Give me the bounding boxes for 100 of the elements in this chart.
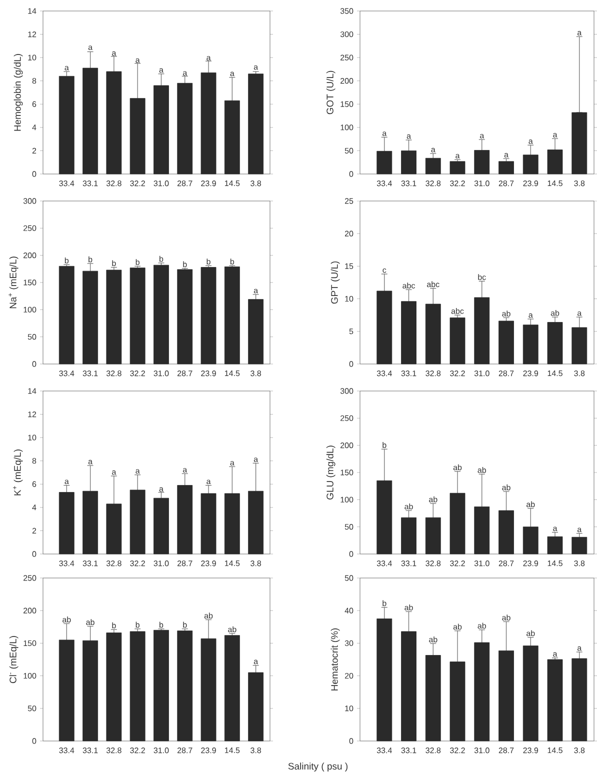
annotation: a [88, 46, 93, 50]
y-tick-label: 250 [340, 54, 354, 60]
annotation: a [553, 652, 558, 657]
x-tick-label: 32.8 [426, 370, 441, 376]
y-tick-label: 50 [28, 706, 36, 712]
y-axis-title: Cl$^{-}$ (mEq/L) [9, 636, 18, 684]
x-tick-label: 28.7 [498, 370, 514, 376]
y-tick-label: 25 [344, 198, 354, 204]
annotation: b [136, 259, 140, 265]
y-tick-label: 14 [28, 8, 36, 14]
annotation: a [159, 68, 164, 73]
y-tick-label: 4 [32, 124, 36, 130]
y-tick-label: 100 [24, 306, 36, 312]
y-tick-label: 0 [349, 361, 354, 367]
y-tick-label: 300 [23, 198, 36, 204]
x-tick-label: 33.4 [59, 180, 74, 186]
x-tick-label: 33.4 [59, 560, 74, 566]
annotation: a [230, 72, 234, 76]
y-axis-title: Hemoglobin (g/dL) [14, 54, 23, 131]
x-tick-label: 33.1 [401, 748, 416, 754]
x-tick-label: 31.0 [474, 180, 490, 186]
y-tick-label: 10 [28, 434, 36, 440]
annotation: ab [526, 630, 535, 636]
y-tick-label: 200 [24, 608, 36, 614]
x-tick-label: 33.4 [59, 370, 74, 376]
y-axis-title: K$^{+}$ (mEq/L) [13, 450, 23, 496]
x-tick-label: 31.0 [154, 560, 169, 566]
x-tick-label: 31.0 [154, 748, 169, 754]
x-tick-label: 14.5 [548, 180, 562, 186]
annotation: ab [502, 484, 510, 490]
annotation: a [577, 31, 582, 36]
x-tick-label: 33.4 [59, 748, 74, 754]
y-tick-label: 0 [349, 171, 354, 177]
x-tick-label: 33.1 [401, 370, 416, 376]
x-tick-label: 32.8 [426, 180, 441, 186]
x-tick-label: 32.2 [130, 748, 145, 754]
y-axis-title: GOT (U/L) [326, 70, 336, 114]
x-tick-label: 33.1 [82, 180, 98, 186]
annotation: a [159, 487, 164, 492]
annotation: a [136, 58, 140, 63]
y-tick-label: 2 [32, 528, 36, 534]
x-tick-label: 14.5 [224, 180, 240, 186]
annotation: ab [62, 616, 71, 622]
x-tick-label: 14.5 [224, 560, 240, 566]
x-axis-title: Salinity ( psu ) [288, 762, 348, 772]
annotation: a [254, 65, 258, 70]
x-tick-label: 33.4 [376, 370, 392, 376]
x-tick-label: 32.2 [450, 748, 465, 754]
annotation: ab [526, 501, 535, 508]
y-tick-label: 250 [340, 415, 354, 421]
annotation: a [577, 311, 582, 316]
x-tick-label: 3.8 [574, 180, 585, 186]
y-tick-label: 5 [349, 328, 354, 334]
x-tick-label: 3.8 [250, 180, 262, 186]
y-tick-label: 6 [32, 481, 36, 487]
annotation: ab [86, 619, 94, 626]
y-tick-label: 40 [344, 608, 354, 614]
annotation: abc [402, 282, 415, 288]
x-tick-label: 32.2 [450, 180, 465, 186]
annotation: a [577, 646, 582, 651]
annotation: b [183, 261, 187, 268]
y-tick-label: 350 [340, 8, 354, 14]
x-tick-label: 14.5 [548, 748, 562, 754]
annotation: b [136, 622, 140, 628]
annotation: ab [429, 636, 438, 642]
x-tick-label: 33.4 [376, 560, 392, 566]
x-tick-label: 32.8 [106, 560, 122, 566]
x-tick-label: 14.5 [224, 748, 240, 754]
annotation: a [456, 154, 460, 158]
y-tick-label: 8 [32, 458, 36, 464]
x-tick-label: 32.8 [106, 748, 122, 754]
x-tick-label: 28.7 [498, 748, 514, 754]
annotation: abc [451, 308, 464, 314]
y-tick-label: 300 [340, 388, 354, 394]
annotation: a [182, 468, 188, 472]
annotation: bc [478, 274, 486, 280]
x-tick-label: 31.0 [154, 370, 169, 376]
x-tick-label: 32.8 [426, 560, 441, 566]
annotation: b [112, 260, 116, 266]
x-tick-label: 28.7 [177, 748, 192, 754]
x-tick-label: 23.9 [201, 180, 216, 186]
y-tick-label: 14 [28, 388, 36, 394]
y-tick-label: 30 [344, 640, 354, 646]
annotation: a [206, 56, 211, 60]
y-tick-label: 10 [345, 296, 354, 302]
x-tick-label: 33.1 [401, 180, 416, 186]
y-tick-label: 150 [340, 101, 354, 107]
y-tick-label: 0 [32, 738, 36, 744]
x-tick-label: 23.9 [201, 370, 216, 376]
annotation: a [406, 134, 411, 139]
annotation: b [183, 622, 187, 628]
y-tick-label: 150 [24, 280, 36, 286]
y-tick-label: 200 [340, 442, 354, 448]
y-tick-label: 4 [32, 504, 36, 510]
x-tick-label: 14.5 [548, 560, 562, 566]
annotation: ab [502, 614, 510, 620]
y-tick-label: 0 [32, 361, 36, 367]
x-tick-label: 23.9 [523, 370, 538, 376]
y-tick-label: 12 [28, 411, 36, 418]
x-tick-label: 32.2 [130, 180, 145, 186]
